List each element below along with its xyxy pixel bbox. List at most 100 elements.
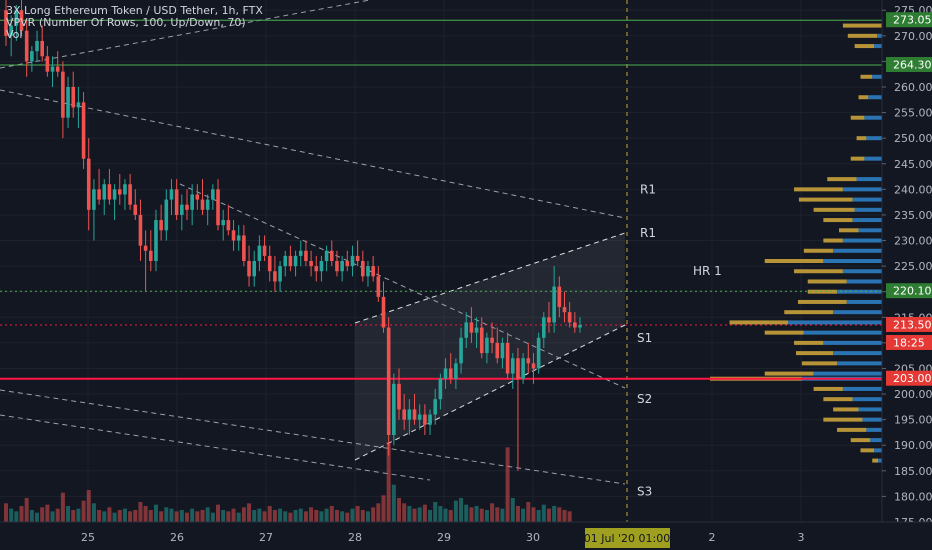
volume-bar bbox=[76, 508, 81, 522]
level-annotation: S3 bbox=[637, 484, 652, 498]
candle-body bbox=[169, 189, 174, 200]
volume-bar bbox=[40, 507, 45, 522]
candle-body bbox=[138, 214, 143, 246]
volume-bar bbox=[102, 511, 107, 522]
y-tick-label: 200.00 bbox=[894, 388, 932, 401]
candle-body bbox=[221, 220, 225, 226]
vp-down-bar bbox=[823, 397, 853, 402]
time-label-box bbox=[585, 528, 670, 548]
volume-bar bbox=[303, 511, 308, 522]
candle-body bbox=[304, 250, 308, 261]
candle-body bbox=[366, 266, 370, 277]
candle-body bbox=[438, 378, 443, 400]
volume-bar bbox=[417, 507, 422, 522]
volume-bar bbox=[397, 498, 402, 522]
candle-body bbox=[536, 337, 541, 369]
vp-up-bar bbox=[862, 417, 882, 422]
candle-body bbox=[464, 322, 469, 338]
volume-bar bbox=[190, 508, 195, 522]
candle-body bbox=[562, 307, 567, 313]
candle-body bbox=[107, 184, 112, 200]
candle-body bbox=[92, 189, 96, 210]
vp-down-bar bbox=[833, 407, 859, 412]
vp-up-bar bbox=[833, 248, 882, 253]
volume-bar bbox=[278, 508, 283, 522]
volume-bar bbox=[345, 512, 350, 522]
vp-up-bar bbox=[878, 458, 882, 463]
candle-body bbox=[547, 317, 551, 323]
vp-down-bar bbox=[764, 371, 814, 376]
vp-up-bar bbox=[874, 44, 882, 49]
candle-body bbox=[252, 261, 257, 277]
vp-down-bar bbox=[813, 386, 843, 391]
volume-bar bbox=[91, 503, 96, 522]
volume-bar bbox=[464, 504, 469, 522]
volume-bar bbox=[143, 506, 148, 522]
x-tick-label: 25 bbox=[81, 531, 95, 544]
volume-bar bbox=[24, 498, 29, 522]
volume-bar bbox=[133, 510, 138, 522]
volume-bar bbox=[55, 508, 60, 522]
volume-bar bbox=[252, 510, 257, 522]
level-annotation: R1 bbox=[640, 182, 656, 196]
vp-down-bar bbox=[854, 44, 875, 49]
vp-down-bar bbox=[837, 427, 867, 432]
volume-bar bbox=[112, 512, 117, 522]
volume-bar bbox=[205, 507, 210, 522]
volume-bar bbox=[428, 510, 433, 522]
volume-bar bbox=[541, 504, 546, 522]
candle-body bbox=[433, 399, 438, 415]
volume-bar bbox=[505, 447, 510, 522]
x-tick-label: 30 bbox=[526, 531, 540, 544]
vp-down-bar bbox=[807, 279, 847, 284]
volume-bar bbox=[159, 511, 164, 522]
vp-up-bar bbox=[872, 74, 882, 79]
vp-up-bar bbox=[858, 228, 882, 233]
candle-body bbox=[40, 40, 44, 57]
volume-bar bbox=[355, 506, 360, 522]
candle-body bbox=[205, 199, 210, 210]
channel-fill bbox=[355, 233, 625, 460]
candle-body bbox=[293, 255, 298, 267]
candle-body bbox=[314, 266, 319, 272]
candle-body bbox=[397, 383, 401, 410]
candle-body bbox=[216, 189, 220, 226]
price-label-box bbox=[886, 56, 932, 72]
vpvr-indicator-label[interactable]: VPVR (Number Of Rows, 100, Up/Down, 70) bbox=[6, 16, 246, 29]
candle-body bbox=[24, 30, 29, 62]
volume-bar bbox=[459, 498, 464, 522]
volume-bar bbox=[262, 511, 267, 522]
vp-up-bar bbox=[837, 361, 882, 366]
candle-body bbox=[490, 337, 494, 343]
candle-body bbox=[180, 204, 184, 215]
vp-up-bar bbox=[854, 207, 882, 212]
candle-body bbox=[495, 342, 500, 359]
volume-bar bbox=[210, 512, 215, 522]
volume-bar bbox=[60, 492, 65, 522]
volume-bar bbox=[293, 510, 298, 522]
price-label-text: 264.30 bbox=[893, 58, 932, 71]
volume-bar bbox=[216, 504, 221, 522]
vp-up-bar bbox=[803, 330, 882, 335]
candles bbox=[4, 0, 582, 471]
volume-bar bbox=[334, 510, 339, 522]
candle-body bbox=[531, 363, 536, 369]
volume-bar bbox=[128, 511, 133, 522]
candle-body bbox=[340, 261, 344, 272]
candle-body bbox=[283, 255, 288, 267]
volume-bar bbox=[402, 503, 407, 522]
vp-up-bar bbox=[852, 197, 882, 202]
trend-line bbox=[0, 89, 626, 219]
volume-bar bbox=[510, 498, 515, 522]
x-tick-label: 3 bbox=[798, 531, 805, 544]
candle-body bbox=[361, 261, 365, 277]
time-axis-background bbox=[0, 522, 932, 550]
candle-body bbox=[298, 250, 303, 256]
x-tick-label: 27 bbox=[259, 531, 273, 544]
vp-up-bar bbox=[837, 289, 882, 294]
volume-bar bbox=[536, 510, 541, 522]
volume-indicator-label[interactable]: Vol bbox=[6, 28, 23, 41]
candle-body bbox=[76, 102, 81, 108]
price-label-text: 220.10 bbox=[893, 285, 932, 298]
